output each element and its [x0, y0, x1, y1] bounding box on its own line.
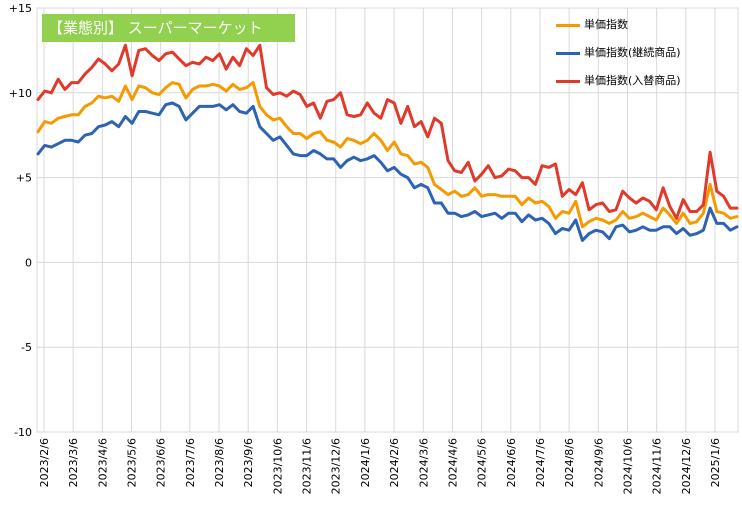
legend-item-replacement: 単価指数(入替商品) — [556, 74, 681, 102]
x-tick-label: 2023/7/6 — [184, 438, 197, 487]
x-tick-label: 2024/11/6 — [651, 438, 664, 494]
legend-item-continuing: 単価指数(継続商品) — [556, 46, 681, 74]
legend-swatch-continuing — [556, 51, 580, 55]
legend-label-replacement: 単価指数(入替商品) — [584, 74, 681, 87]
legend-label-continuing: 単価指数(継続商品) — [584, 46, 681, 59]
legend-item-unit-price: 単価指数 — [556, 18, 681, 46]
series-lines — [36, 43, 739, 242]
x-tick-label: 2024/10/6 — [621, 438, 634, 494]
x-tick-label: 2024/3/6 — [417, 438, 430, 487]
series-line-2 — [36, 43, 739, 220]
y-tick-label: +5 — [16, 172, 32, 185]
legend-swatch-replacement — [556, 79, 580, 83]
x-tick-label: 2023/9/6 — [242, 438, 255, 487]
x-tick-label: 2024/2/6 — [388, 438, 401, 487]
x-tick-label: 2023/6/6 — [155, 438, 168, 487]
x-tick-label: 2023/11/6 — [301, 438, 314, 494]
x-tick-label: 2024/9/6 — [592, 438, 605, 487]
y-tick-label: -5 — [21, 341, 32, 354]
x-tick-label: 2024/7/6 — [534, 438, 547, 487]
x-tick-label: 2024/12/6 — [680, 438, 693, 494]
x-tick-label: 2023/3/6 — [67, 438, 80, 487]
x-tick-label: 2023/12/6 — [330, 438, 343, 494]
series-line-1 — [36, 101, 739, 242]
legend: 単価指数 単価指数(継続商品) 単価指数(入替商品) — [556, 18, 681, 102]
y-axis-ticks: +15 +10 +5 0 -5 -10 — [9, 2, 32, 439]
x-axis-ticks: 2023/2/6 2023/3/6 2023/4/6 2023/5/6 2023/6/6… — [38, 438, 722, 494]
x-tick-label: 2023/10/6 — [271, 438, 284, 494]
x-tick-label: 2024/5/6 — [476, 438, 489, 487]
x-tick-label: 2024/1/6 — [359, 438, 372, 487]
y-tick-label: +10 — [9, 87, 32, 100]
x-tick-label: 2023/4/6 — [96, 438, 109, 487]
legend-swatch-unit-price — [556, 23, 580, 27]
x-tick-label: 2025/1/6 — [709, 438, 722, 487]
y-tick-label: -10 — [14, 426, 32, 439]
chart-title: 【業態別】 スーパーマーケット — [42, 14, 295, 42]
x-tick-label: 2024/6/6 — [505, 438, 518, 487]
legend-label-unit-price: 単価指数 — [584, 18, 628, 31]
x-tick-label: 2024/8/6 — [563, 438, 576, 487]
x-tick-label: 2023/5/6 — [126, 438, 139, 487]
x-tick-label: 2024/4/6 — [446, 438, 459, 487]
y-tick-label: +15 — [9, 2, 32, 15]
y-tick-label: 0 — [25, 256, 32, 269]
x-tick-label: 2023/2/6 — [38, 438, 51, 487]
series-line-0 — [36, 81, 739, 229]
x-tick-label: 2023/8/6 — [213, 438, 226, 487]
